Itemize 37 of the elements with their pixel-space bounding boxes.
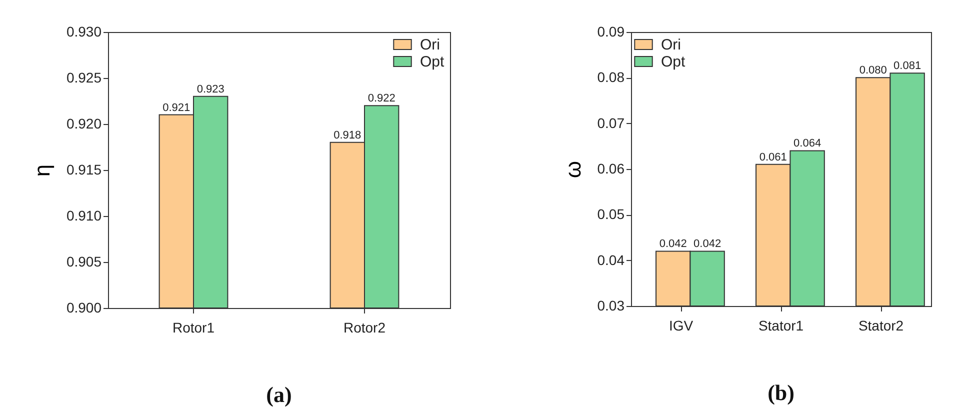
y-tick-label: 0.06	[597, 160, 625, 176]
legend-label: Ori	[420, 36, 440, 54]
x-tick-label: Stator1	[758, 318, 804, 334]
y-tick-label: 0.05	[597, 206, 625, 222]
y-tick-label: 0.905	[66, 254, 102, 270]
data-label: 0.921	[162, 102, 190, 114]
data-label: 0.922	[368, 92, 396, 105]
y-tick-label: 0.04	[597, 252, 625, 268]
data-label: 0.061	[759, 151, 787, 164]
y-tick-label: 0.910	[66, 208, 102, 224]
data-label: 0.080	[859, 64, 887, 77]
y-axis-title: η	[29, 164, 54, 177]
y-tick-label: 0.07	[597, 114, 625, 131]
y-tick-label: 0.915	[66, 162, 102, 178]
data-label: 0.064	[794, 138, 822, 150]
text: (b)	[768, 380, 794, 405]
y-axis-title: ω	[560, 160, 586, 178]
x-tick-label: IGV	[668, 318, 694, 334]
y-tick-label: 0.900	[66, 300, 102, 316]
y-tick-label: 0.930	[66, 24, 102, 40]
legend-label: Ori	[661, 36, 681, 54]
data-label: 0.081	[894, 60, 922, 72]
text: (a)	[266, 382, 292, 407]
y-tick-label: 0.09	[597, 24, 625, 40]
data-label: 0.918	[334, 129, 362, 142]
y-tick-label: 0.08	[597, 69, 625, 86]
x-tick-label: Rotor2	[343, 320, 386, 336]
data-label: 0.042	[694, 238, 722, 250]
data-label: 0.042	[659, 238, 687, 250]
legend-label: Opt	[420, 54, 446, 70]
y-tick-label: 0.925	[66, 70, 102, 86]
legend-label: Opt	[661, 54, 686, 70]
x-tick-label: Rotor1	[172, 320, 215, 336]
x-tick-label: Stator2	[858, 318, 904, 334]
y-tick-label: 0.920	[66, 116, 102, 132]
y-tick-label: 0.03	[597, 298, 625, 314]
data-label: 0.923	[196, 83, 224, 96]
